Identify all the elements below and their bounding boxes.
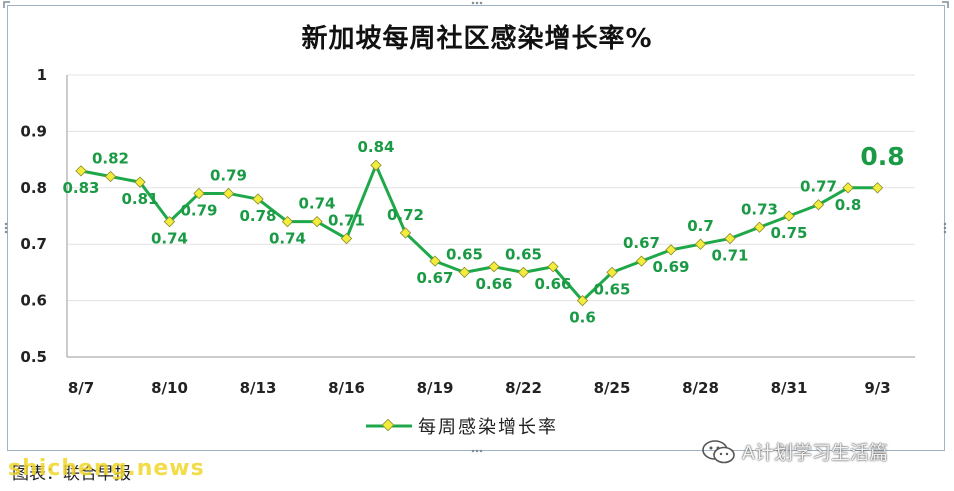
data-label: 0.81 xyxy=(121,190,158,208)
x-tick-label: 8/22 xyxy=(505,379,542,397)
wechat-account-name: A计划学习生活篇 xyxy=(742,442,888,464)
data-label: 0.75 xyxy=(770,224,807,242)
x-tick-label: 9/3 xyxy=(864,379,890,397)
data-point-marker xyxy=(75,165,87,177)
left-resize-handle[interactable] xyxy=(4,222,8,234)
data-markers xyxy=(75,159,884,307)
data-labels: 0.830.820.810.740.790.790.780.740.740.71… xyxy=(62,138,904,326)
data-label: 0.65 xyxy=(505,245,542,263)
data-label: 0.7 xyxy=(687,217,714,235)
data-point-marker xyxy=(635,255,648,267)
data-label: 0.79 xyxy=(180,201,217,219)
data-point-marker xyxy=(842,182,854,194)
data-label: 0.65 xyxy=(593,280,630,298)
data-label: 0.74 xyxy=(151,230,188,248)
data-label: 0.77 xyxy=(800,178,837,196)
y-tick-label: 1 xyxy=(37,66,47,84)
series-polyline xyxy=(80,163,878,303)
top-right-corner-handle[interactable] xyxy=(941,1,949,9)
bottom-resize-handle[interactable] xyxy=(471,449,483,453)
data-point-marker xyxy=(134,176,146,188)
data-point-marker xyxy=(222,187,235,200)
data-point-marker xyxy=(724,232,736,245)
y-tick-label: 0.6 xyxy=(20,292,47,310)
wechat-watermark: A计划学习生活篇 xyxy=(702,438,888,465)
top-left-corner-handle[interactable] xyxy=(3,1,11,9)
data-label: 0.66 xyxy=(534,275,571,293)
data-label: 0.74 xyxy=(269,230,306,248)
data-point-marker xyxy=(429,255,441,267)
data-point-marker xyxy=(163,215,176,228)
data-label: 0.72 xyxy=(387,206,424,224)
legend-label: 每周感染增长率 xyxy=(418,417,558,438)
data-label: 0.8 xyxy=(835,196,862,214)
data-point-marker xyxy=(340,232,353,245)
data-label: 0.67 xyxy=(416,269,453,287)
data-point-marker xyxy=(606,266,618,279)
data-point-marker xyxy=(517,266,530,279)
data-label: 0.83 xyxy=(62,179,99,197)
chart-title: 新加坡每周社区感染增长率% xyxy=(301,24,653,54)
right-resize-handle[interactable] xyxy=(943,222,947,234)
x-tick-label: 8/10 xyxy=(151,379,188,397)
data-point-marker xyxy=(753,221,766,233)
site-watermark: shicheng.news xyxy=(8,456,205,481)
data-point-marker xyxy=(104,170,117,183)
x-tick-label: 8/16 xyxy=(328,379,365,397)
data-label: 0.73 xyxy=(741,200,778,218)
data-label: 0.79 xyxy=(210,166,247,184)
data-point-marker xyxy=(812,199,825,211)
wechat-icon xyxy=(702,439,735,463)
data-point-marker xyxy=(193,187,205,200)
data-label: 0.67 xyxy=(623,234,660,252)
data-point-marker xyxy=(576,294,589,307)
data-point-marker xyxy=(281,215,294,228)
data-point-marker xyxy=(252,193,264,205)
y-tick-label: 0.5 xyxy=(20,348,47,366)
x-tick-label: 8/7 xyxy=(68,379,94,397)
y-tick-label: 0.9 xyxy=(20,122,47,140)
data-label: 0.65 xyxy=(446,245,483,263)
data-label: 0.71 xyxy=(711,247,748,265)
series-line xyxy=(80,163,878,303)
data-label: 0.84 xyxy=(357,138,394,156)
x-tick-label: 8/31 xyxy=(771,379,808,397)
data-label: 0.69 xyxy=(652,258,689,276)
data-label: 0.74 xyxy=(298,195,335,213)
grid-lines xyxy=(67,74,915,302)
legend: 每周感染增长率 xyxy=(366,415,558,438)
data-label-last: 0.8 xyxy=(860,142,904,171)
y-tick-label: 0.8 xyxy=(20,179,47,197)
chart-frame xyxy=(7,5,945,451)
data-point-marker xyxy=(399,227,412,239)
source-note: 图表：联合早报 xyxy=(12,464,131,484)
data-point-marker xyxy=(488,261,500,273)
x-tick-label: 8/28 xyxy=(682,379,719,397)
x-tick-label: 8/25 xyxy=(594,379,631,397)
axes: 0.5 0.6 0.7 0.8 0.9 1 8/7 8/10 8/13 8/16 8/19 8/22 8… xyxy=(20,66,915,397)
data-point-marker xyxy=(547,261,559,273)
data-point-marker xyxy=(871,182,884,194)
data-point-marker xyxy=(458,266,471,279)
data-point-marker xyxy=(694,238,707,250)
data-point-marker xyxy=(370,159,382,171)
data-label: 0.66 xyxy=(475,275,512,293)
data-point-marker xyxy=(665,244,677,256)
data-point-marker xyxy=(311,215,323,228)
y-tick-label: 0.7 xyxy=(20,235,47,253)
data-label: 0.82 xyxy=(92,150,129,168)
x-tick-label: 8/19 xyxy=(417,379,454,397)
top-resize-handle[interactable] xyxy=(471,1,483,5)
legend-swatch-icon xyxy=(366,418,412,432)
data-label: 0.6 xyxy=(569,309,596,327)
data-point-marker xyxy=(783,210,795,222)
data-label: 0.71 xyxy=(328,212,365,230)
x-tick-label: 8/13 xyxy=(240,379,277,397)
data-label: 0.78 xyxy=(239,207,276,225)
